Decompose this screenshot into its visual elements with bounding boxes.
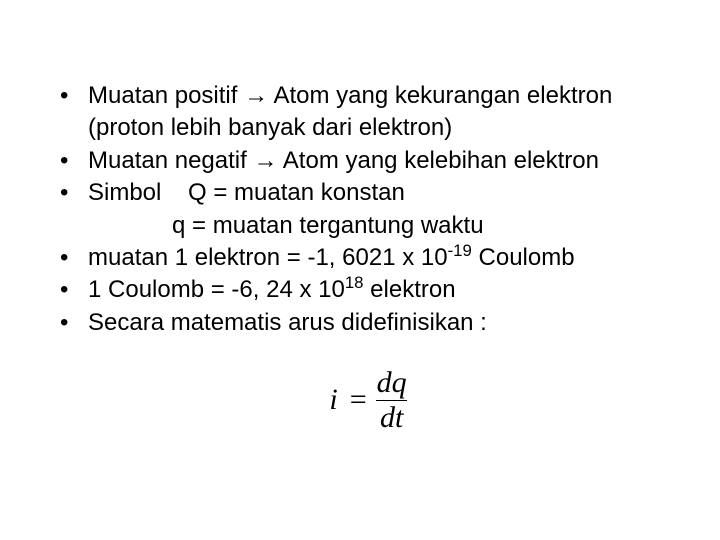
bullet-item: • Simbol Q = muatan konstan <box>60 177 680 209</box>
bullet-marker: • <box>60 145 88 177</box>
bullet-marker: • <box>60 307 88 339</box>
eq-denominator: dt <box>376 400 407 434</box>
bullet-text: Muatan negatif → Atom yang kelebihan ele… <box>88 145 680 177</box>
simbol-label: Simbol <box>88 179 161 206</box>
bullet-text: Secara matematis arus didefinisikan : <box>88 307 680 339</box>
bullet-item: • Muatan negatif → Atom yang kelebihan e… <box>60 145 680 177</box>
arrow-icon: → <box>244 82 268 109</box>
arrow-icon: → <box>253 147 277 174</box>
equation-container: i = dq dt <box>60 367 680 433</box>
bullet-marker: • <box>60 177 88 209</box>
slide-content: • Muatan positif → Atom yang kekurangan … <box>0 0 720 540</box>
coulomb-pre: 1 Coulomb = -6, 24 x 10 <box>88 276 345 303</box>
bullet-text: muatan 1 elektron = -1, 6021 x 10-19 Cou… <box>88 242 680 274</box>
electron-charge-pre: muatan 1 elektron = -1, 6021 x 10 <box>88 244 448 271</box>
bullet-list: • Muatan positif → Atom yang kekurangan … <box>60 80 680 339</box>
text-pre: Muatan negatif <box>88 147 253 174</box>
simbol-q-upper: Q = muatan konstan <box>188 179 405 206</box>
eq-numerator: dq <box>373 367 411 400</box>
eq-fraction: dq dt <box>373 367 411 433</box>
simbol-q-lower-line: q = muatan tergantung waktu <box>60 210 680 242</box>
text-post: Atom yang kelebihan elektron <box>277 147 599 174</box>
bullet-text: Muatan positif → Atom yang kekurangan el… <box>88 80 680 145</box>
coulomb-exp: 18 <box>345 273 364 292</box>
bullet-item: • Muatan positif → Atom yang kekurangan … <box>60 80 680 145</box>
electron-charge-post: Coulomb <box>472 244 575 271</box>
eq-equals: = <box>344 383 373 417</box>
bullet-marker: • <box>60 242 88 274</box>
bullet-marker: • <box>60 274 88 306</box>
bullet-text: Simbol Q = muatan konstan <box>88 177 680 209</box>
electron-charge-exp: -19 <box>448 241 472 260</box>
bullet-item: • Secara matematis arus didefinisikan : <box>60 307 680 339</box>
current-equation: i = dq dt <box>329 367 410 433</box>
eq-lhs: i <box>329 383 343 417</box>
bullet-marker: • <box>60 80 88 145</box>
bullet-item: • muatan 1 elektron = -1, 6021 x 10-19 C… <box>60 242 680 274</box>
simbol-q-lower: q = muatan tergantung waktu <box>172 212 484 239</box>
bullet-text: 1 Coulomb = -6, 24 x 1018 elektron <box>88 274 680 306</box>
text-pre: Muatan positif <box>88 82 244 109</box>
coulomb-post: elektron <box>364 276 456 303</box>
math-def-text: Secara matematis arus didefinisikan : <box>88 309 487 336</box>
bullet-item: • 1 Coulomb = -6, 24 x 1018 elektron <box>60 274 680 306</box>
